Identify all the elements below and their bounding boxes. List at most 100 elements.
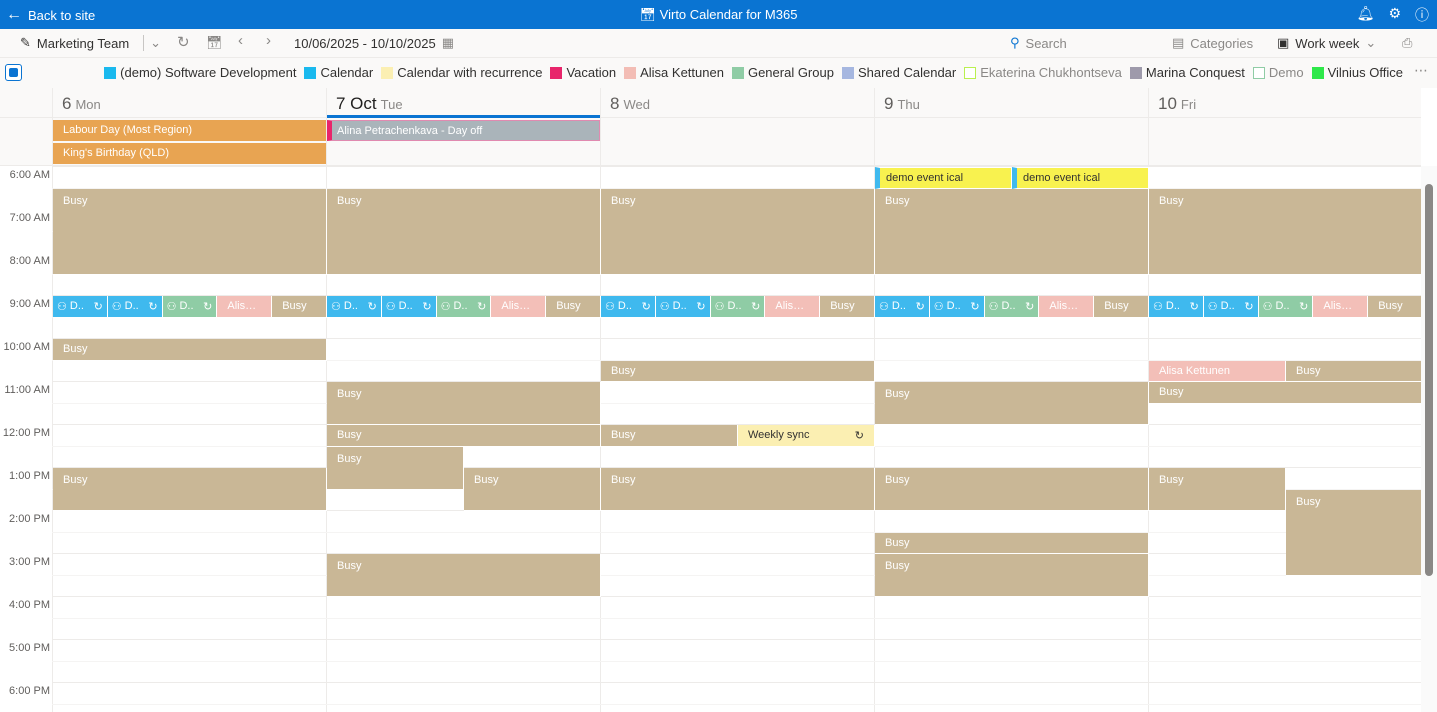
calendar-event[interactable]: demo event ical	[1012, 167, 1149, 189]
legend-item[interactable]: Ekaterina Chukhontseva	[964, 65, 1122, 80]
calendar-event[interactable]: demo event ical	[875, 167, 1012, 189]
busy-event[interactable]: Busy	[1286, 360, 1421, 382]
calendar-event[interactable]: ⚇ D.. ↻	[601, 296, 656, 318]
calendar-event[interactable]: Alisa Kettunen	[1313, 296, 1369, 318]
gear-icon[interactable]: ⚙	[1388, 5, 1401, 21]
legend-item[interactable]: Marina Conquest	[1129, 65, 1245, 80]
busy-event[interactable]: Busy	[546, 296, 601, 318]
busy-event[interactable]: Busy	[327, 554, 601, 597]
calendar-event[interactable]: ⚇ D.. ↻	[436, 296, 492, 318]
legend-item[interactable]: Calendar with recurrence	[381, 65, 542, 80]
calendar-event[interactable]: ⚇ D.. ↻	[875, 296, 930, 318]
calendar-event[interactable]: Alisa Kettunen	[491, 296, 547, 318]
day-number: 10	[1158, 94, 1177, 113]
event-title: Busy	[1104, 300, 1129, 312]
busy-event[interactable]: Busy	[272, 296, 327, 318]
calendar-event[interactable]: ⚇ D.. ↻	[381, 296, 437, 318]
teams-icon: ⚇	[1262, 301, 1273, 313]
calendar-event[interactable]: ⚇ D.. ↻	[929, 296, 985, 318]
busy-event[interactable]: Busy	[53, 188, 327, 275]
legend-item[interactable]: General Group	[731, 65, 834, 80]
busy-event[interactable]: Busy	[1368, 296, 1421, 318]
calendar-event[interactable]: Alisa Kettunen	[765, 296, 821, 318]
busy-event[interactable]: Busy	[820, 296, 875, 318]
all-day-event[interactable]: King's Birthday (QLD)	[53, 143, 326, 164]
calendar-event[interactable]: ⚇ D.. ↻	[1149, 296, 1204, 318]
event-title: Busy	[556, 300, 581, 312]
all-day-event[interactable]: Alina Petrachenkava - Day off	[327, 120, 600, 141]
legend-item[interactable]: Demo	[1252, 65, 1304, 80]
search-input[interactable]: ⚲ Search	[1010, 35, 1067, 51]
legend-item[interactable]: Calendar	[304, 65, 373, 80]
busy-event[interactable]: Busy	[875, 382, 1149, 425]
busy-event[interactable]: Busy	[875, 554, 1149, 597]
calendar-event[interactable]: ⚇ D.. ↻	[984, 296, 1040, 318]
busy-event[interactable]: Busy	[327, 425, 601, 447]
busy-event[interactable]: Busy	[464, 468, 601, 511]
event-title: D..	[453, 300, 468, 312]
hour-line	[52, 596, 1421, 597]
busy-event[interactable]: Busy	[601, 360, 875, 382]
busy-event[interactable]: Busy	[1286, 489, 1421, 576]
legend-item[interactable]: Vacation	[550, 65, 616, 80]
busy-event[interactable]: Busy	[327, 188, 601, 275]
select-all-checkbox[interactable]	[5, 64, 22, 81]
calendar-event[interactable]: ⚇ D.. ↻	[710, 296, 766, 318]
day-header-fri[interactable]: 10 Fri	[1148, 88, 1422, 118]
busy-event[interactable]: Busy	[601, 188, 875, 275]
busy-event[interactable]: Busy	[1149, 382, 1421, 404]
busy-event[interactable]: Busy	[327, 446, 464, 490]
legend-item[interactable]: Vilnius Office	[1311, 65, 1403, 80]
date-range[interactable]: 10/06/2025 - 10/10/2025 ▦	[294, 35, 454, 51]
next-button[interactable]: ›	[266, 32, 271, 49]
calendar-event[interactable]: ⚇ D.. ↻	[107, 296, 163, 318]
busy-event[interactable]: Busy	[53, 339, 327, 361]
busy-event[interactable]: Busy	[327, 382, 601, 425]
legend-item[interactable]: Shared Calendar	[841, 65, 956, 80]
legend-item[interactable]: (demo) Software Development	[104, 65, 296, 80]
print-icon[interactable]: ⎙	[1402, 35, 1413, 50]
view-selector[interactable]: ▣ Work week ⌄	[1277, 35, 1377, 51]
calendar-event[interactable]: ⚇ D.. ↻	[327, 296, 382, 318]
day-header-thu[interactable]: 9 Thu	[874, 88, 1148, 118]
help-icon[interactable]: ⓘ	[1415, 7, 1429, 23]
previous-button[interactable]: ‹	[238, 32, 243, 49]
event-title: Alisa Kettunen	[227, 300, 262, 312]
back-to-site-button[interactable]: ← Back to site	[6, 6, 96, 23]
calendar-selector[interactable]: ✎ Marketing Team ⌄	[20, 35, 162, 51]
day-header-wed[interactable]: 8 Wed	[600, 88, 874, 118]
calendar-event[interactable]: ⚇ D.. ↻	[162, 296, 218, 318]
busy-event[interactable]: Busy	[875, 468, 1149, 511]
day-header-mon[interactable]: 6 Mon	[52, 88, 326, 118]
today-icon[interactable]: 📅︎	[206, 35, 223, 50]
more-icon[interactable]: ⋯	[1414, 62, 1429, 78]
scrollbar[interactable]	[1421, 166, 1437, 712]
categories-button[interactable]: ▤ Categories	[1172, 35, 1254, 51]
refresh-icon[interactable]: ↻	[177, 34, 190, 51]
calendar-event[interactable]: Alisa Kettunen	[217, 296, 273, 318]
calendar-event[interactable]: ⚇ D.. ↻	[1258, 296, 1314, 318]
busy-event[interactable]: Busy	[875, 188, 1149, 275]
calendar-event[interactable]: ⚇ D.. ↻	[1203, 296, 1259, 318]
calendar-event[interactable]: ⚇ D.. ↻	[53, 296, 108, 318]
bell-icon[interactable]: 🔔︎	[1356, 5, 1375, 21]
busy-event[interactable]: Busy	[1149, 468, 1286, 511]
calendar-event[interactable]: Alisa Kettunen	[1039, 296, 1095, 318]
recurrence-icon: ↻	[751, 301, 761, 313]
day-header-tue[interactable]: 7 Oct Tue	[326, 88, 600, 119]
teams-icon: ⚇	[1153, 301, 1163, 313]
busy-event[interactable]: Busy	[875, 532, 1149, 554]
busy-event[interactable]: Busy	[601, 425, 738, 447]
busy-event[interactable]: Busy	[1094, 296, 1149, 318]
legend-swatch	[550, 66, 563, 79]
calendar-event[interactable]: Alisa Kettunen	[1149, 360, 1286, 382]
date-picker-icon[interactable]: ▦	[441, 35, 454, 50]
legend-item[interactable]: Alisa Kettunen	[624, 65, 724, 80]
busy-event[interactable]: Busy	[1149, 188, 1421, 275]
busy-event[interactable]: Busy	[601, 468, 875, 511]
chevron-down-icon[interactable]: ⌄	[143, 35, 161, 51]
busy-event[interactable]: Busy	[53, 468, 327, 511]
calendar-event[interactable]: Weekly sync ↻	[738, 425, 875, 447]
calendar-event[interactable]: ⚇ D.. ↻	[655, 296, 711, 318]
all-day-event[interactable]: Labour Day (Most Region)	[53, 120, 326, 141]
